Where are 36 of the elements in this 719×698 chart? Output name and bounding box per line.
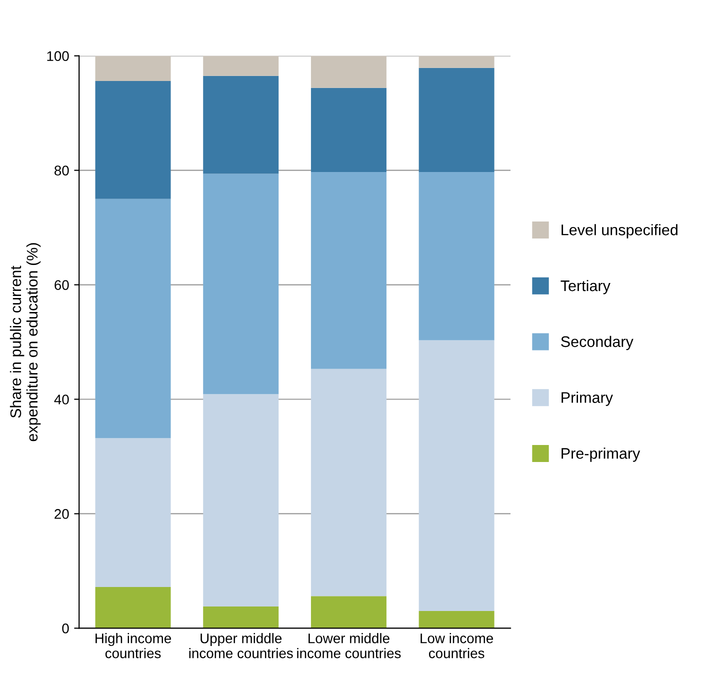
bar [418, 56, 494, 68]
y-tick-label: 60 [54, 280, 69, 290]
legend-label: Tertiary [560, 280, 610, 294]
bar [310, 596, 386, 628]
y-tick-label: 20 [54, 509, 69, 519]
bar [310, 368, 386, 596]
x-tick-label: Lower middle income countries [297, 633, 401, 658]
x-tick-label: Low income countries [420, 633, 494, 658]
y-tick-label: 40 [54, 394, 69, 404]
x-tick-label: Upper middle income countries [189, 633, 293, 658]
x-tick-label: High income countries [96, 633, 171, 658]
bar [203, 606, 279, 628]
bar [95, 438, 171, 587]
bar [203, 76, 279, 174]
y-tick-label: 80 [54, 166, 69, 176]
bar [95, 586, 171, 628]
bar [203, 174, 279, 394]
bar [95, 81, 171, 199]
bar [418, 172, 494, 340]
y-tick-label: 100 [47, 51, 69, 62]
bar [418, 611, 494, 628]
bar [203, 394, 279, 606]
bar [310, 56, 386, 88]
bar [95, 198, 171, 438]
bar [310, 88, 386, 172]
bar [203, 56, 279, 76]
bar [418, 68, 494, 172]
bar [418, 340, 494, 612]
legend-label: Secondary [561, 336, 634, 350]
y-tick-label: 0 [62, 624, 69, 634]
bar [95, 56, 171, 82]
legend-label: Pre-primary [562, 448, 640, 462]
legend-label: Level unspecified [562, 224, 678, 238]
bar [310, 172, 386, 369]
y-axis-title: Share in public current expenditure on education (%) [10, 243, 41, 442]
legend-label: Primary [562, 392, 613, 406]
